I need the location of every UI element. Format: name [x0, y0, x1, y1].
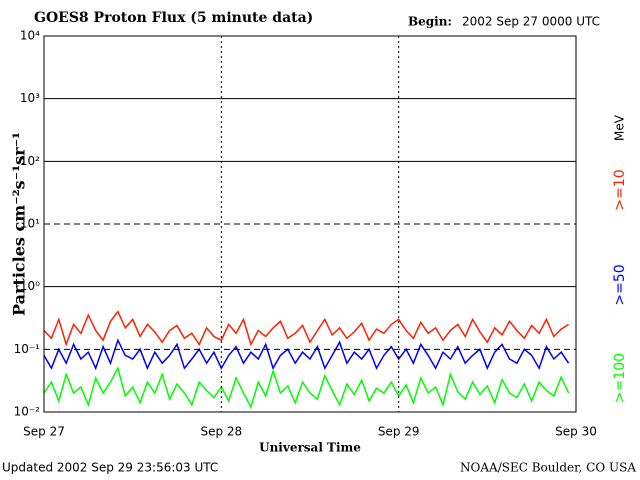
- updated: Updated 2002 Sep 29 23:56:03 UTC: [2, 461, 218, 475]
- x-axis-label: Universal Time: [259, 441, 361, 455]
- series-line: [44, 366, 570, 409]
- units-label: MeV: [613, 114, 627, 141]
- plot-lines: [44, 310, 570, 409]
- series-line: [44, 338, 570, 371]
- y-tick-label: 10⁻²: [14, 405, 41, 419]
- x-tick-label: Sep 29: [378, 425, 420, 439]
- legend-label: >=100: [612, 353, 628, 403]
- chart-title: GOES8 Proton Flux (5 minute data): [34, 10, 313, 26]
- y-axis-label: Particles cm⁻²s⁻¹sr⁻¹: [10, 132, 29, 316]
- series-line: [44, 310, 570, 347]
- y-tick-label: 10²: [20, 154, 40, 168]
- legend-label: >=10: [612, 169, 628, 210]
- x-tick-label: Sep 30: [555, 425, 597, 439]
- y-tick-label: 10⁰: [20, 279, 40, 293]
- x-tick-label: Sep 28: [200, 425, 242, 439]
- begin-label: Begin:: [408, 15, 452, 29]
- source: NOAA/SEC Boulder, CO USA: [460, 461, 636, 475]
- y-tick-label: 10¹: [20, 217, 40, 231]
- y-tick-label: 10³: [20, 91, 40, 105]
- y-tick-label: 10⁴: [20, 29, 40, 43]
- begin-date: 2002 Sep 27 0000 UTC: [462, 15, 600, 29]
- y-tick-label: 10⁻¹: [14, 342, 41, 356]
- legend-label: >=50: [612, 264, 628, 305]
- x-tick-label: Sep 27: [23, 425, 65, 439]
